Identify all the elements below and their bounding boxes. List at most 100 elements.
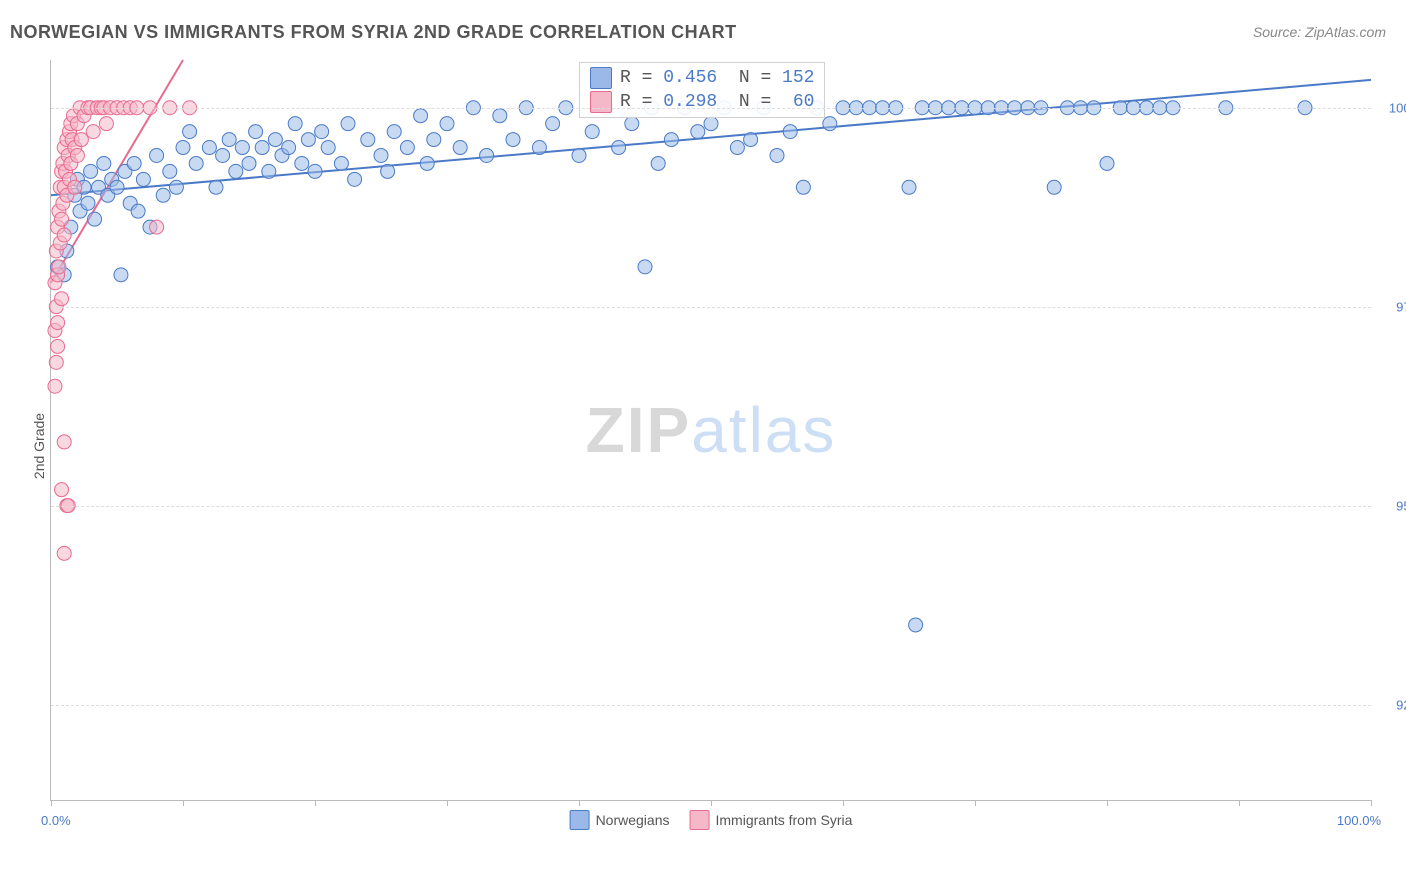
data-point xyxy=(74,133,88,147)
data-point xyxy=(334,156,348,170)
data-point xyxy=(341,117,355,131)
stats-row-norwegians: R = 0.456 N = 152 xyxy=(590,67,814,89)
data-point xyxy=(202,141,216,155)
legend-swatch-norwegians xyxy=(570,810,590,830)
x-tick xyxy=(843,800,844,806)
data-point xyxy=(400,141,414,155)
data-point xyxy=(704,117,718,131)
data-point xyxy=(88,212,102,226)
data-point xyxy=(255,141,269,155)
data-point xyxy=(315,125,329,139)
stats-row-syria: R = 0.298 N = 60 xyxy=(590,91,814,113)
legend-label: Norwegians xyxy=(596,812,670,828)
x-tick xyxy=(579,800,580,806)
x-tick xyxy=(315,800,316,806)
data-point xyxy=(301,133,315,147)
data-point xyxy=(361,133,375,147)
data-point xyxy=(242,156,256,170)
gridline xyxy=(51,307,1371,308)
data-point xyxy=(52,260,66,274)
data-point xyxy=(249,125,263,139)
data-point xyxy=(572,148,586,162)
data-point xyxy=(730,141,744,155)
data-point xyxy=(84,164,98,178)
data-point xyxy=(585,125,599,139)
x-tick xyxy=(1239,800,1240,806)
data-point xyxy=(321,141,335,155)
data-point xyxy=(131,204,145,218)
data-point xyxy=(176,141,190,155)
data-point xyxy=(127,156,141,170)
legend-item-syria: Immigrants from Syria xyxy=(690,810,853,830)
data-point xyxy=(55,212,69,226)
data-point xyxy=(70,148,84,162)
data-point xyxy=(235,141,249,155)
gridline xyxy=(51,705,1371,706)
x-tick xyxy=(1107,800,1108,806)
data-point xyxy=(169,180,183,194)
data-point xyxy=(744,133,758,147)
scatter-points xyxy=(51,60,1371,800)
data-point xyxy=(493,109,507,123)
data-point xyxy=(86,125,100,139)
legend-label: Immigrants from Syria xyxy=(716,812,853,828)
data-point xyxy=(48,379,62,393)
data-point xyxy=(49,355,63,369)
data-point xyxy=(163,164,177,178)
data-point xyxy=(546,117,560,131)
data-point xyxy=(796,180,810,194)
data-point xyxy=(638,260,652,274)
data-point xyxy=(770,148,784,162)
x-axis-max-label: 100.0% xyxy=(1337,813,1381,828)
data-point xyxy=(110,180,124,194)
stats-swatch-norwegians xyxy=(590,67,612,89)
x-tick xyxy=(51,800,52,806)
data-point xyxy=(440,117,454,131)
y-tick-label: 92.5% xyxy=(1378,697,1406,712)
y-tick-label: 95.0% xyxy=(1378,498,1406,513)
correlation-stats-box: R = 0.456 N = 152 R = 0.298 N = 60 xyxy=(579,62,825,118)
data-point xyxy=(288,117,302,131)
data-point xyxy=(262,164,276,178)
x-tick xyxy=(183,800,184,806)
data-point xyxy=(348,172,362,186)
data-point xyxy=(156,188,170,202)
data-point xyxy=(909,618,923,632)
data-point xyxy=(51,339,65,353)
legend: Norwegians Immigrants from Syria xyxy=(570,810,853,830)
data-point xyxy=(81,196,95,210)
data-point xyxy=(691,125,705,139)
data-point xyxy=(506,133,520,147)
data-point xyxy=(625,117,639,131)
data-point xyxy=(532,141,546,155)
data-point xyxy=(209,180,223,194)
data-point xyxy=(57,435,71,449)
data-point xyxy=(136,172,150,186)
data-point xyxy=(664,133,678,147)
data-point xyxy=(427,133,441,147)
plot-area: ZIPatlas R = 0.456 N = 152 R = 0.298 N =… xyxy=(50,60,1371,801)
data-point xyxy=(651,156,665,170)
data-point xyxy=(222,133,236,147)
legend-item-norwegians: Norwegians xyxy=(570,810,670,830)
data-point xyxy=(1100,156,1114,170)
data-point xyxy=(57,228,71,242)
data-point xyxy=(216,148,230,162)
data-point xyxy=(268,133,282,147)
data-point xyxy=(189,156,203,170)
data-point xyxy=(1047,180,1061,194)
data-point xyxy=(823,117,837,131)
y-axis-label: 2nd Grade xyxy=(31,413,47,479)
gridline xyxy=(51,108,1371,109)
data-point xyxy=(55,483,69,497)
data-point xyxy=(229,164,243,178)
y-tick-label: 100.0% xyxy=(1378,100,1406,115)
data-point xyxy=(480,148,494,162)
data-point xyxy=(150,148,164,162)
data-point xyxy=(150,220,164,234)
x-tick xyxy=(711,800,712,806)
source-attribution: Source: ZipAtlas.com xyxy=(1253,24,1386,40)
data-point xyxy=(783,125,797,139)
data-point xyxy=(420,156,434,170)
x-tick xyxy=(975,800,976,806)
